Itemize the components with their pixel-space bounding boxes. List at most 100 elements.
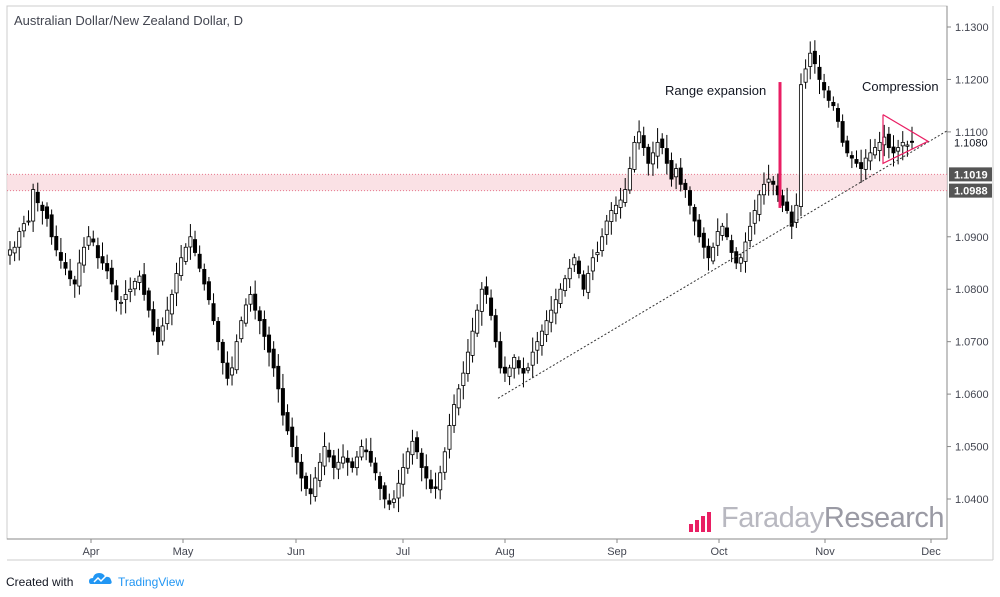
candle-body — [123, 294, 128, 300]
candle-body — [854, 159, 859, 164]
candle-body — [183, 246, 188, 262]
candle-body — [197, 253, 202, 269]
candle-body — [21, 223, 26, 232]
candle-body — [863, 157, 868, 170]
candle-body — [664, 148, 669, 164]
candle-body — [109, 267, 114, 285]
candle-body — [225, 362, 230, 379]
candle-body — [484, 286, 489, 295]
candle-body — [391, 498, 396, 503]
candle-body — [262, 319, 267, 337]
candle-body — [572, 257, 577, 266]
resistance-zone — [7, 174, 947, 191]
candle-body — [507, 367, 512, 377]
candle-body — [299, 461, 304, 479]
candle-body — [95, 245, 100, 259]
footer-bar: Created with TradingView — [0, 563, 1000, 597]
candle-body — [174, 273, 179, 294]
candle-body — [438, 472, 443, 491]
candle-body — [789, 211, 794, 227]
candle-body — [40, 204, 45, 211]
candle-body — [100, 256, 105, 264]
compression-triangle — [882, 114, 930, 165]
plot-area[interactable] — [6, 5, 948, 540]
candle-body — [156, 326, 161, 343]
candle-body — [119, 301, 124, 304]
candle-body — [757, 194, 762, 215]
candle-body — [165, 309, 170, 325]
candle-body — [428, 479, 433, 489]
candle-body — [415, 437, 420, 453]
candle-body — [526, 367, 531, 371]
candle-body — [743, 241, 748, 262]
candle-body — [58, 252, 63, 261]
chart-title: Australian Dollar/New Zealand Dollar, D — [14, 13, 244, 28]
y-tick-label: 1.1200 — [955, 74, 989, 86]
candle-body — [308, 488, 313, 495]
candle-body — [738, 257, 743, 264]
candle-body — [618, 199, 623, 208]
candle-body — [868, 152, 873, 162]
tradingview-link[interactable]: TradingView — [118, 575, 185, 589]
candle-body — [632, 141, 637, 170]
candle-body — [447, 425, 452, 450]
candle-body — [576, 260, 581, 274]
x-tick-label: Jun — [287, 546, 305, 558]
candle-body — [54, 235, 59, 251]
candle-body — [701, 232, 706, 248]
price-tag-lower: 1.0988 — [949, 183, 992, 198]
svg-text:1.1080: 1.1080 — [954, 137, 988, 149]
candle-body — [169, 294, 174, 315]
created-with-label: Created with — [6, 575, 74, 589]
candle-body — [234, 341, 239, 371]
x-axis-ticks: Apr May Jun Jul Aug Sep Oct Nov Dec — [82, 539, 941, 558]
candle-body — [253, 293, 258, 311]
candle-body — [623, 189, 628, 203]
x-tick-label: Sep — [607, 546, 627, 558]
candle-body — [711, 246, 716, 262]
candle-body — [840, 121, 845, 143]
candle-body — [650, 152, 655, 165]
candle-body — [86, 236, 91, 246]
y-tick-label: 1.0500 — [955, 442, 989, 454]
bars-logo-icon — [689, 512, 711, 532]
candle-body — [581, 274, 586, 290]
candle-body — [595, 252, 600, 256]
candle-body — [831, 101, 836, 107]
candle-body — [452, 404, 457, 426]
candle-body — [613, 204, 618, 215]
trendline — [497, 130, 948, 399]
candle-body — [798, 84, 803, 207]
candle-body — [146, 290, 151, 311]
candle-body — [530, 351, 535, 366]
candle-body — [313, 477, 318, 497]
candle-body — [512, 356, 517, 369]
candle-body — [761, 183, 766, 196]
candle-body — [132, 280, 137, 290]
candle-body — [465, 351, 470, 374]
candle-body — [193, 239, 198, 253]
candle-body — [660, 138, 665, 149]
candle-body — [729, 240, 734, 253]
candle-body — [322, 446, 327, 467]
candle-body — [151, 309, 156, 332]
candle-body — [544, 320, 549, 336]
candle-body — [724, 227, 729, 238]
candle-body — [771, 180, 776, 185]
candle-body — [280, 388, 285, 416]
candle-body — [257, 310, 262, 322]
range-expansion-candle — [778, 82, 782, 208]
candle-body — [401, 467, 406, 485]
candle-body — [470, 330, 475, 356]
tradingview-cloud-icon[interactable] — [88, 570, 114, 588]
candle-body — [341, 456, 346, 464]
candle-body — [456, 388, 461, 409]
candle-body — [641, 135, 646, 149]
price-axis[interactable] — [948, 6, 993, 539]
candle-body — [674, 168, 679, 178]
candle-body — [720, 225, 725, 236]
candle-body — [586, 273, 591, 293]
brand-part-1: Faraday — [721, 502, 824, 534]
candle-body — [26, 220, 31, 223]
